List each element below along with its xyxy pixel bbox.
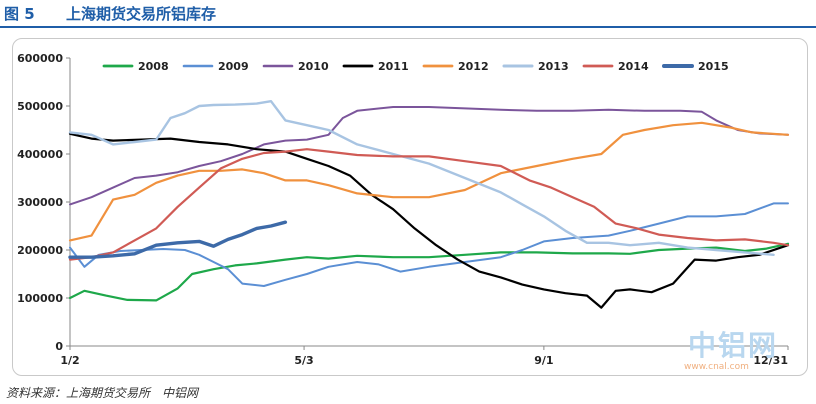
legend-label-2010: 2010: [298, 60, 329, 73]
y-tick-label: 400000: [17, 148, 63, 161]
title-bar: 图 5 上海期货交易所铝库存: [0, 0, 816, 24]
chart-frame: [12, 38, 808, 376]
legend-label-2009: 2009: [218, 60, 249, 73]
series-line-2015: [68, 220, 288, 259]
series-line-2011: [68, 132, 790, 309]
legend-label-2012: 2012: [458, 60, 489, 73]
series-line-2008: [68, 242, 790, 302]
y-tick-label: 600000: [17, 52, 63, 65]
legend-label-2008: 2008: [138, 60, 169, 73]
y-tick-label: 200000: [17, 244, 63, 257]
title-rule: [0, 26, 816, 28]
source-note: 资料来源：上海期货交易所 中铝网: [6, 386, 199, 400]
series-line-2009: [69, 202, 789, 287]
series-line-2012: [68, 121, 790, 242]
x-tick-label: 5/3: [294, 354, 313, 367]
legend-label-2015: 2015: [698, 60, 729, 73]
y-tick-label: 500000: [17, 100, 63, 113]
x-tick-label: 1/2: [60, 354, 79, 367]
y-tick-label: 100000: [17, 292, 63, 305]
watermark-url: www.cnal.com: [684, 362, 749, 372]
series-line-2013: [68, 99, 775, 257]
series-line-2010: [69, 106, 789, 206]
legend-label-2011: 2011: [378, 60, 409, 73]
figure-label: 图 5: [4, 5, 35, 23]
x-tick-label: 9/1: [534, 354, 553, 367]
legend-label-2013: 2013: [538, 60, 569, 73]
y-tick-label: 300000: [17, 196, 63, 209]
x-tick-label: 12/31: [753, 354, 788, 367]
series-line-2014: [68, 148, 790, 261]
watermark-logo: 中铝网: [688, 329, 779, 362]
legend-label-2014: 2014: [618, 60, 649, 73]
y-tick-label: 0: [55, 340, 63, 353]
figure-title: 上海期货交易所铝库存: [66, 5, 217, 23]
